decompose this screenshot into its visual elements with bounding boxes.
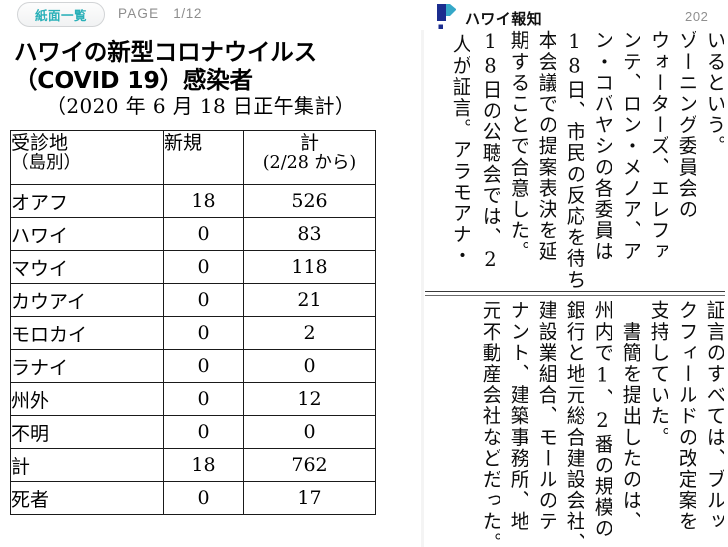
cell-region: マウイ [10, 250, 164, 284]
cell-total: 526 [243, 184, 376, 218]
cell-total: 0 [243, 349, 376, 383]
newspaper-masthead: ハワイ報知 202 [421, 0, 728, 30]
page-number: 1/12 [173, 6, 202, 21]
article-bottom-column-1: 証言のすべては、ブルッ [704, 300, 725, 533]
headline-subtitle: （2020 年 6 月 18 日正午集計） [46, 94, 356, 118]
header-new-label: 新規 [164, 132, 203, 154]
article-top-column-4: ンテ、ロン・メノア、ア [620, 30, 641, 263]
article-top-column-7: 本会議での提案表決を延 [536, 30, 557, 263]
table-row: マウイ 0 118 [10, 250, 376, 284]
cell-region: モロカイ [10, 316, 164, 350]
header-new: 新規 [163, 130, 244, 185]
article-bottom-column-4: 書簡を提出したのは、 [620, 321, 641, 533]
cell-total-sum: 762 [243, 448, 376, 482]
table-row: 不明 0 0 [10, 415, 376, 449]
cell-total: 118 [243, 250, 376, 284]
cell-new: 18 [163, 184, 244, 218]
table-deaths-row: 死者 0 17 [10, 481, 376, 515]
article-bottom-column-5: 州内で1、2番の規模の [592, 300, 613, 540]
cell-total: 2 [243, 316, 376, 350]
cell-total-label: 計 [10, 448, 164, 482]
header-total-main: 計 [299, 132, 319, 154]
article-bottom-column-7: 建設業組合、モールのテ [536, 300, 557, 533]
article-top-column-2: ゾーニング委員会の [676, 30, 697, 220]
table-row: ラナイ 0 0 [10, 349, 376, 383]
article-top-column-8: 期することで合意した。 [508, 30, 529, 263]
page-gutter [421, 0, 424, 547]
table-row: モロカイ 0 2 [10, 316, 376, 350]
table-header-row: 受診地 （島別） 新規 計 (2/28 から) [10, 130, 376, 185]
paper-list-button[interactable]: 紙面一覧 [17, 2, 105, 27]
cell-total: 0 [243, 415, 376, 449]
cell-total: 21 [243, 283, 376, 317]
newspaper-date: 202 [685, 9, 709, 24]
cell-new: 0 [163, 382, 244, 416]
page-indicator: PAGE 1/12 [118, 6, 202, 21]
cell-region: カウアイ [10, 283, 164, 317]
cell-region: オアフ [10, 184, 164, 218]
cell-new: 0 [163, 250, 244, 284]
cell-total: 12 [243, 382, 376, 416]
cell-region: 州外 [10, 382, 164, 416]
article-top-column-10: 人が証言。アラモアナ・ [450, 34, 471, 267]
viewer-toolbar: 紙面一覧 PAGE 1/12 [0, 0, 420, 32]
article-bottom-column-8: ナント、建築事務所、地 [508, 300, 529, 533]
cell-deaths-new: 0 [163, 481, 244, 515]
cell-new: 0 [163, 316, 244, 350]
cell-region: ハワイ [10, 217, 164, 251]
header-total: 計 (2/28 から) [243, 130, 376, 185]
header-total-sub: (2/28 から) [262, 152, 357, 173]
page-label: PAGE [118, 6, 160, 21]
article-left-panel: 紙面一覧 PAGE 1/12 ハワイの新型コロナウイルス （COVID 19）感… [0, 0, 420, 515]
article-bottom-column-2: クフィールドの改定案を [676, 300, 697, 533]
table-row: オアフ 18 526 [10, 184, 376, 218]
article-top-column-5: ン・コバヤシの各委員は [592, 30, 613, 263]
article-bottom-column-9: 元不動産会社などだった。 [480, 300, 501, 547]
cell-deaths-label: 死者 [10, 481, 164, 515]
headline-line-1: ハワイの新型コロナウイルス [14, 38, 317, 66]
cell-total: 83 [243, 217, 376, 251]
header-region: 受診地 （島別） [10, 130, 164, 185]
article-bottom-column-6: 銀行と地元総合建設会社、 [564, 300, 585, 547]
cell-new: 0 [163, 283, 244, 317]
cell-new: 0 [163, 349, 244, 383]
cell-new: 0 [163, 415, 244, 449]
covid-cases-table: 受診地 （島別） 新規 計 (2/28 から) オアフ 18 526 [10, 130, 376, 515]
table-total-row: 計 18 762 [10, 448, 376, 482]
cell-region: 不明 [10, 415, 164, 449]
cell-new: 0 [163, 217, 244, 251]
newspaper-brand-name: ハワイ報知 [465, 10, 543, 28]
article-top-column-3: ウォーターズ、エレファ [648, 30, 669, 263]
table-row: カウアイ 0 21 [10, 283, 376, 317]
newspaper-scan-panel[interactable]: ハワイ報知 202 いるという。 ゾーニング委員会の ウォーターズ、エレファ ン… [420, 0, 728, 547]
header-region-main: 受診地 [11, 132, 69, 154]
hawaii-hochi-logo-icon [437, 4, 456, 29]
article-top-column-9: 18日の公聴会では、2 [480, 30, 501, 273]
table-body: オアフ 18 526 ハワイ 0 83 マウイ 0 118 カウアイ 0 [10, 184, 376, 515]
table-row: 州外 0 12 [10, 382, 376, 416]
header-region-sub: （島別） [11, 152, 81, 173]
article-top-column-1: いるという。 [704, 30, 725, 157]
table-row: ハワイ 0 83 [10, 217, 376, 251]
article-divider-line [425, 291, 725, 292]
headline-line-2: （COVID 19）感染者 [14, 66, 253, 94]
article-top-column-6: 18日、市民の反応を待ち、 [564, 30, 585, 288]
article-divider-line-2 [425, 295, 725, 296]
cell-region: ラナイ [10, 349, 164, 383]
cell-total-new: 18 [163, 448, 244, 482]
article-bottom-column-3: 支持していた。 [648, 300, 669, 448]
cell-deaths-total: 17 [243, 481, 376, 515]
